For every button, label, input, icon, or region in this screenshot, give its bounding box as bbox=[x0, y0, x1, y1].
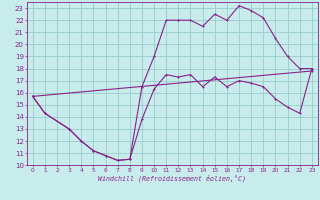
X-axis label: Windchill (Refroidissement éolien,°C): Windchill (Refroidissement éolien,°C) bbox=[98, 174, 246, 182]
